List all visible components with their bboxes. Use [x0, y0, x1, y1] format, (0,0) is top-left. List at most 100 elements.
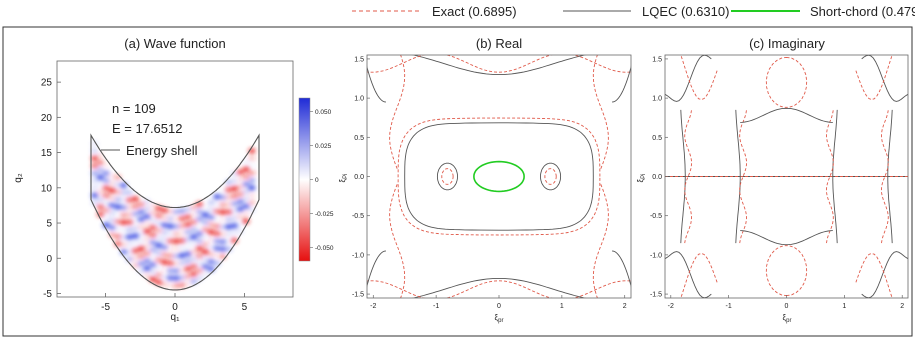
y-tick-label: 25 — [41, 78, 53, 89]
wave-blob — [184, 273, 192, 280]
wave-blob — [195, 245, 204, 252]
wave-blob — [207, 214, 215, 221]
legend: Exact (0.6895) LQEC (0.6310) Short-chord… — [352, 4, 915, 19]
wave-blob — [178, 274, 186, 281]
wave-blob — [207, 236, 215, 243]
wave-blob — [108, 217, 116, 223]
exact-arch — [765, 56, 808, 108]
lqec-outer-branch — [411, 277, 587, 298]
wave-blob — [131, 218, 139, 224]
panel-c-title: (c) Imaginary — [749, 36, 825, 51]
wave-blob — [242, 173, 250, 180]
wave-blob — [178, 245, 186, 251]
panel-b-xlabel: ξpr — [495, 313, 504, 324]
wave-blob — [160, 244, 169, 251]
wave-blob — [190, 234, 198, 240]
lqec-island — [540, 162, 562, 191]
colorbar-tick-label: -0.050 — [315, 245, 334, 252]
wave-blob — [114, 233, 122, 240]
wave-blob — [207, 266, 215, 272]
wave-blob — [131, 240, 139, 247]
wave-blob — [149, 232, 157, 238]
wave-blob — [102, 200, 110, 206]
wave-blob — [108, 180, 116, 186]
y-tick-label: 5 — [46, 219, 52, 230]
wave-blob — [125, 197, 134, 203]
exact-corner-arc — [389, 55, 406, 169]
wave-blob — [166, 223, 174, 230]
lqec-wing — [665, 55, 712, 102]
wave-blob — [149, 254, 157, 261]
wave-blob — [125, 249, 134, 255]
lqec-vertical-branch — [832, 109, 838, 244]
wave-blob — [90, 192, 99, 199]
wave-blob — [125, 234, 134, 240]
x-tick-label: 5 — [242, 302, 248, 313]
wave-blob — [219, 201, 227, 208]
legend-exact-label: Exact (0.6895) — [432, 4, 517, 19]
panel-a-xlabel: q₁ — [171, 312, 181, 323]
y-tick-label: -5 — [43, 289, 52, 300]
wave-blob — [96, 189, 104, 195]
wave-blob — [137, 238, 145, 245]
wave-blob — [201, 226, 209, 233]
wave-blob — [102, 163, 110, 169]
lqec-corner-arc — [612, 250, 631, 288]
wave-blob — [166, 208, 174, 215]
wave-blob — [102, 207, 110, 214]
wave-blob — [184, 236, 192, 243]
wave-blob — [224, 194, 233, 201]
wave-blob — [108, 187, 116, 194]
wave-blob — [207, 207, 215, 213]
wave-blob — [224, 201, 233, 208]
wave-blob — [160, 207, 169, 214]
x-tick-label: 0 — [172, 302, 178, 313]
wave-blob — [172, 208, 180, 215]
wave-blob — [242, 210, 250, 217]
x-tick-label: -1 — [726, 303, 732, 310]
wave-blob — [137, 268, 145, 274]
wave-blob — [184, 258, 192, 265]
wave-blob — [166, 275, 174, 281]
wave-blob — [178, 282, 186, 288]
wave-blob — [236, 184, 244, 190]
wave-blob — [131, 255, 139, 261]
wave-blob — [178, 260, 186, 266]
wave-blob — [172, 231, 180, 237]
wave-blob — [190, 226, 198, 233]
wave-blob — [236, 198, 244, 205]
exact-arch — [765, 245, 808, 297]
wave-blob — [96, 204, 104, 210]
wave-blob — [230, 230, 239, 236]
wave-blob — [184, 229, 192, 235]
wave-blob — [184, 280, 192, 287]
panel-b: (b) Real -2 -1 0 1 2 1.5 1.0 0.5 0.0 -0.5 -1.0 -1.… — [338, 36, 632, 324]
energy-shell-curve — [90, 133, 260, 291]
wave-blob — [172, 282, 180, 289]
wave-blob — [242, 188, 250, 195]
annotation-n: n = 109 — [112, 101, 156, 116]
wave-blob — [190, 211, 198, 218]
panel-c-curves — [665, 55, 908, 298]
wave-blob — [236, 169, 244, 175]
wave-blob — [96, 196, 104, 203]
wave-blob — [213, 230, 221, 237]
wave-blob — [125, 189, 134, 196]
exact-vertical-branch — [881, 109, 889, 244]
wave-blob — [242, 166, 250, 173]
wave-blob — [102, 177, 110, 184]
wave-blob — [172, 275, 180, 282]
lqec-arch — [740, 230, 833, 246]
wave-blob — [178, 252, 186, 259]
lqec-corner-arc — [367, 65, 386, 103]
wave-blob — [236, 221, 244, 227]
wave-blob — [102, 170, 110, 177]
wave-blob — [195, 208, 204, 215]
wave-blob — [195, 230, 204, 237]
wave-blob — [120, 212, 128, 218]
figure-frame — [2, 26, 913, 337]
exact-corner-arc — [592, 55, 609, 169]
wave-blob — [149, 210, 157, 216]
lqec-corner-arc — [367, 250, 386, 288]
